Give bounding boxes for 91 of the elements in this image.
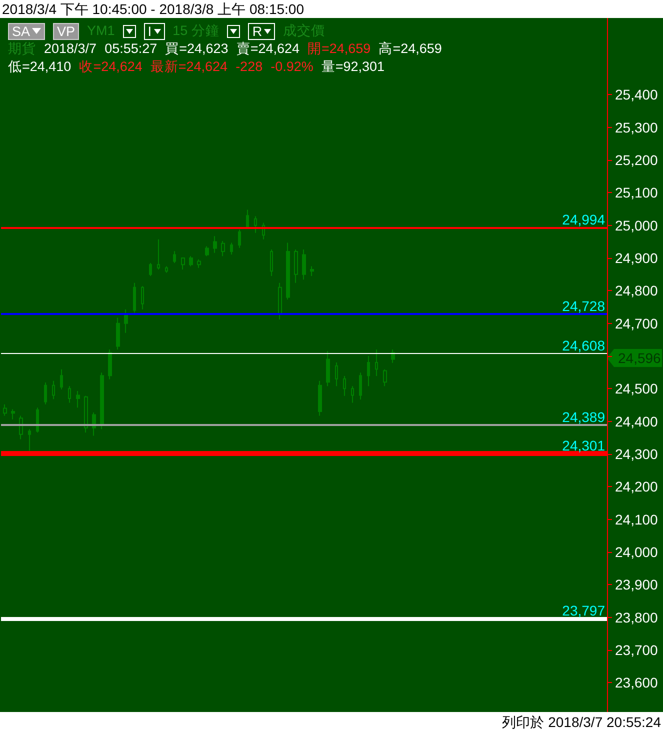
annotation: YM1 <box>87 22 115 40</box>
y-tick-label: 24,900 <box>615 250 658 266</box>
candlestick <box>52 380 55 400</box>
ref-line-label: 24,301 <box>562 438 606 454</box>
candlestick <box>157 238 160 270</box>
chart-title: 2018/3/4 下午 10:45:00 - 2018/3/8 上午 08:15:00 <box>1 0 305 18</box>
candlestick <box>197 258 201 268</box>
candlestick <box>294 249 298 284</box>
candlestick <box>116 317 120 350</box>
y-tick-label: 25,400 <box>615 86 658 103</box>
annotation: 最新=24,624 <box>150 58 228 76</box>
candlestick <box>213 236 217 254</box>
y-tick-label: 25,300 <box>615 119 658 136</box>
annotation: 賣=24,624 <box>236 40 300 58</box>
candlestick <box>205 246 209 257</box>
candlestick <box>351 386 354 404</box>
y-tick-label: 24,100 <box>615 511 658 528</box>
annotation: 期貨 <box>8 40 36 58</box>
ref-line-label: 24,389 <box>562 408 606 425</box>
annotation: -228 <box>236 58 263 76</box>
candlestick <box>84 395 88 433</box>
candlestick <box>3 404 7 416</box>
candlestick <box>310 266 314 277</box>
y-tick-label: 23,700 <box>615 642 658 658</box>
candlestick <box>28 428 31 452</box>
y-tick-label: 24,700 <box>615 315 658 332</box>
annotation: 買=24,623 <box>165 40 228 58</box>
candlestick <box>286 242 290 300</box>
text: 列印於 2018/3/7 20:55:24 <box>502 714 661 732</box>
annotation: R <box>252 24 262 38</box>
candlestick <box>189 256 193 267</box>
candlestick <box>141 286 144 310</box>
y-tick-label: 25,200 <box>615 152 658 168</box>
y-tick-label: 24,300 <box>615 446 658 462</box>
candlestick <box>335 362 338 387</box>
annotation: 收=24,624 <box>79 58 142 76</box>
y-tick-label: 24,800 <box>615 282 658 299</box>
annotation: 05:55:27 <box>104 40 158 58</box>
annotation: VP <box>57 24 76 38</box>
candlestick <box>375 348 378 376</box>
y-tick-label: 25,100 <box>615 184 658 201</box>
annotation: 高=24,659 <box>378 40 442 58</box>
y-tick-label: 23,800 <box>615 609 658 626</box>
annotation: 成交價 <box>283 22 326 40</box>
text: 24,596 <box>618 350 662 366</box>
y-tick-label: 23,900 <box>615 576 658 593</box>
candlestick <box>270 249 273 277</box>
candlestick <box>68 386 71 404</box>
annotation: -0.92% <box>270 58 314 76</box>
candlestick <box>359 372 362 400</box>
candlestick <box>326 350 330 387</box>
y-tick-label: 24,400 <box>615 413 658 430</box>
candlestick <box>165 266 168 274</box>
annotation: 低=24,410 <box>8 58 72 76</box>
candlestick <box>383 368 387 387</box>
annotation: 開=24,659 <box>308 40 371 58</box>
annotation: 2018/3/7 <box>44 40 97 58</box>
annotation: I <box>148 24 152 38</box>
annotation: 15 分鐘 <box>172 22 220 40</box>
y-tick-label: 23,600 <box>615 674 658 691</box>
candlestick <box>149 262 152 277</box>
annotation: 量=92,301 <box>321 58 385 76</box>
candlestick <box>173 250 176 264</box>
candlestick <box>230 242 233 255</box>
candlestick <box>76 390 80 408</box>
candlestick <box>108 348 112 380</box>
ref-line-label: 24,728 <box>562 298 606 314</box>
ref-line-label: 24,608 <box>562 337 606 354</box>
ref-line-label: 23,797 <box>562 602 606 618</box>
candlestick <box>36 407 39 433</box>
annotation: SA <box>12 24 30 38</box>
candlestick <box>343 375 346 396</box>
candlestick <box>278 282 282 320</box>
candlestick <box>367 356 370 387</box>
candlestick <box>44 382 47 405</box>
candlestick <box>221 240 225 257</box>
candlestick <box>60 368 63 390</box>
candlestick <box>254 216 257 234</box>
y-tick-label: 24,200 <box>615 478 658 495</box>
y-tick-label: 24,000 <box>615 544 658 560</box>
candlestick <box>181 257 185 270</box>
candlestick <box>302 249 306 280</box>
ref-line-label: 24,994 <box>562 211 606 228</box>
candlestick <box>11 408 15 420</box>
candlestick <box>100 372 104 430</box>
candlestick <box>318 380 322 416</box>
candlestick <box>133 282 136 314</box>
candlestick <box>246 209 249 228</box>
candlestick <box>238 229 241 248</box>
y-tick-label: 25,000 <box>615 217 658 234</box>
y-tick-label: 24,500 <box>615 380 658 397</box>
